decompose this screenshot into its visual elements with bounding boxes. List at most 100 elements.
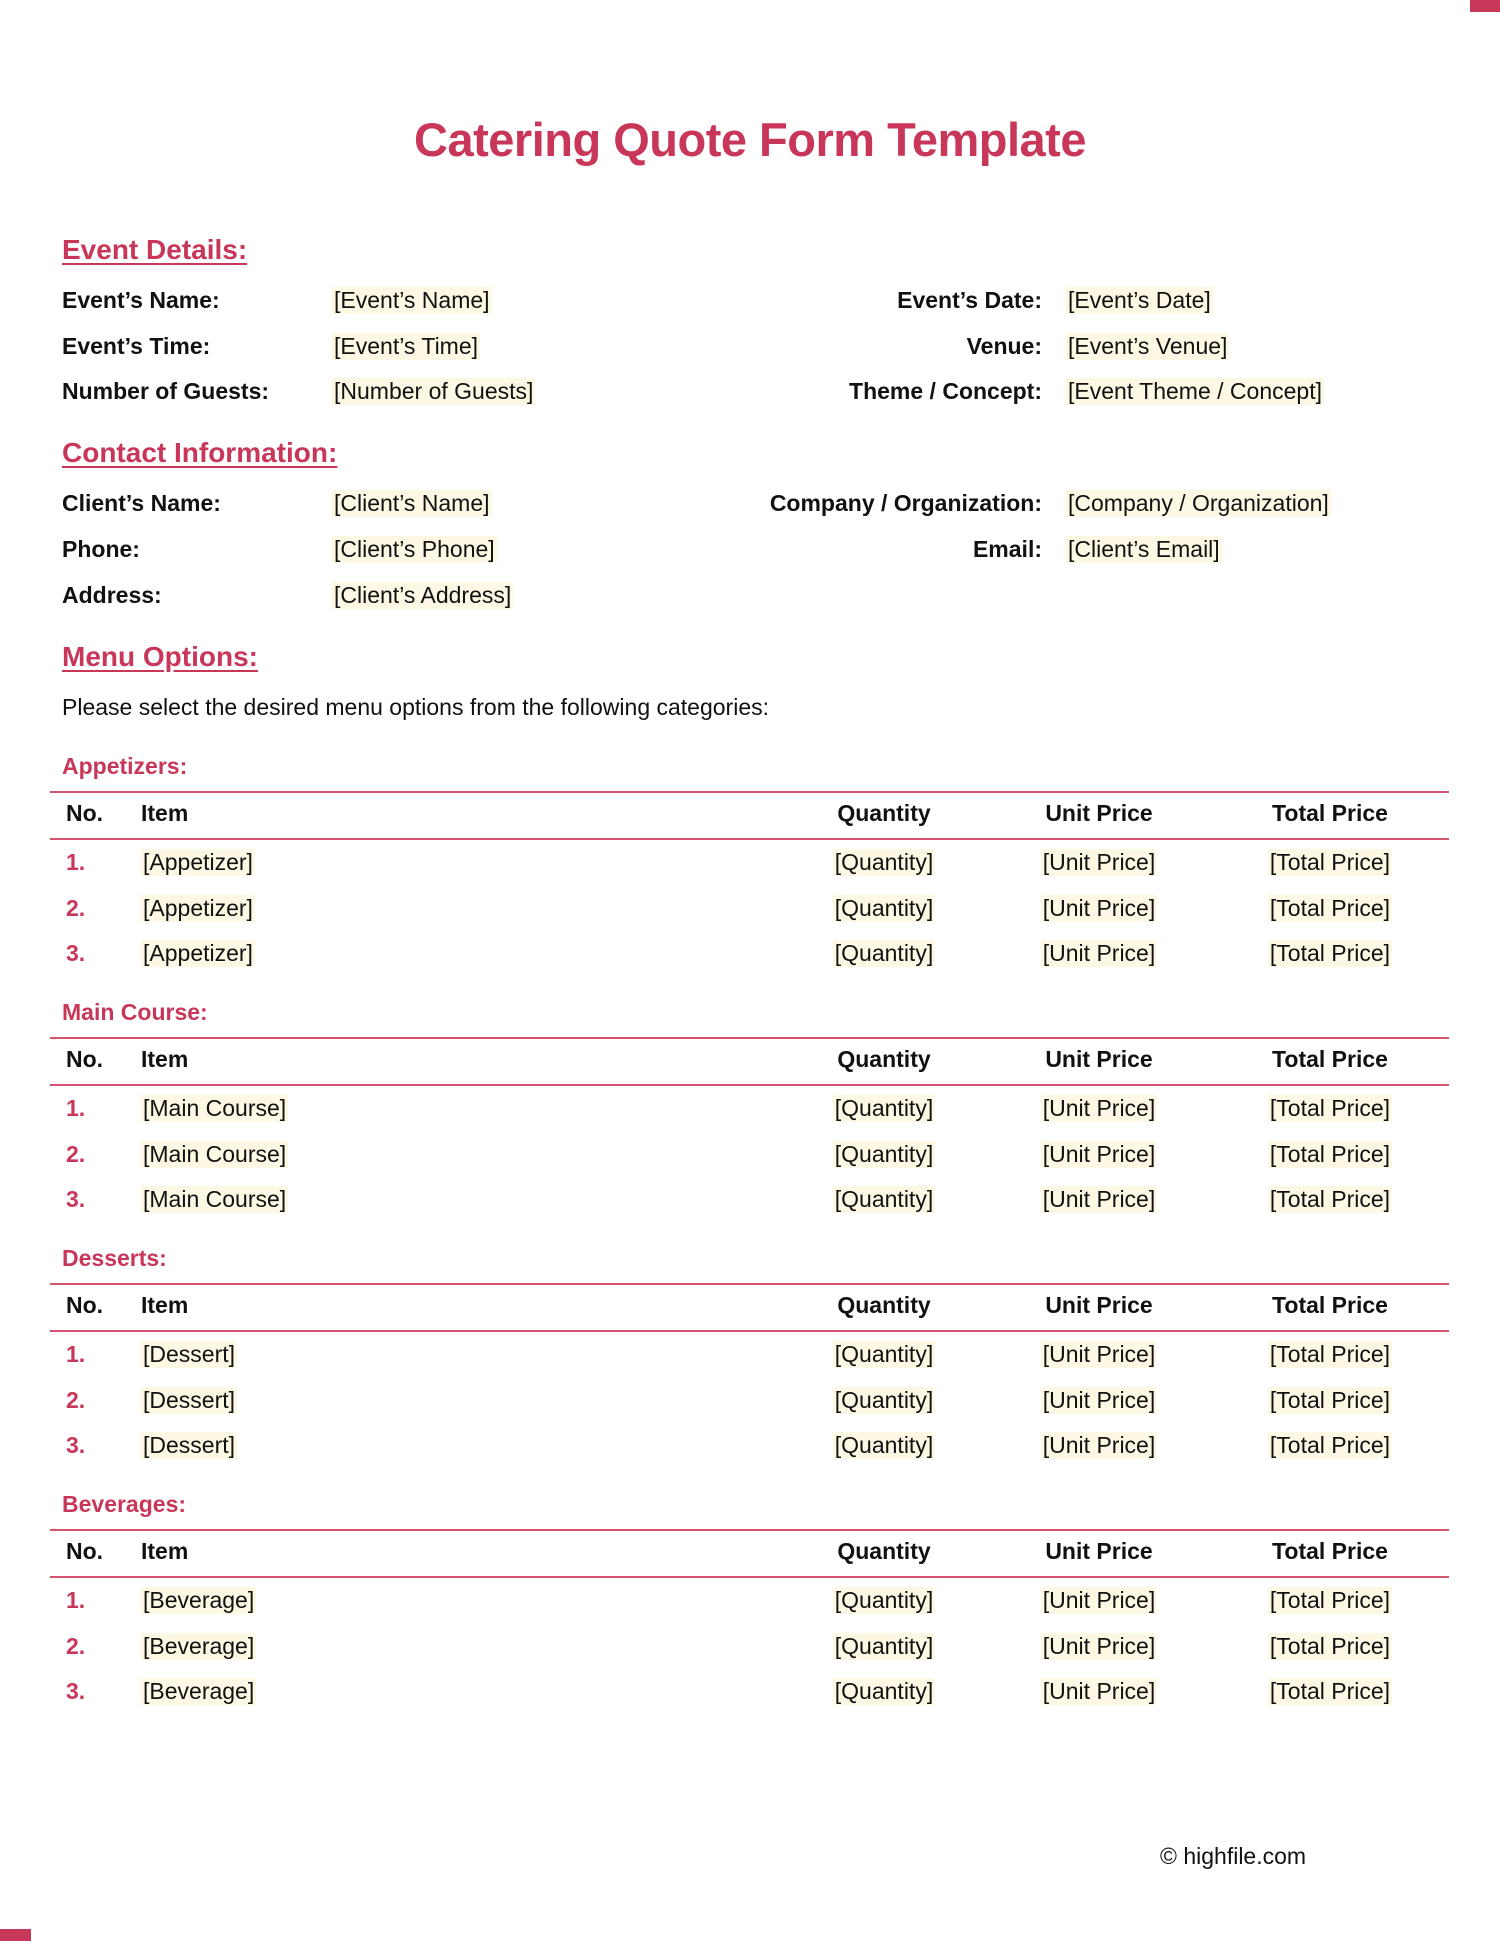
item-field[interactable]: [Beverage] [141, 1587, 257, 1614]
header-bottom-rule [50, 1330, 1449, 1332]
total-price-field[interactable]: [Total Price] [1267, 1140, 1393, 1168]
item-field[interactable]: [Main Course] [141, 1095, 289, 1122]
phone-field[interactable]: [Client’s Phone] [332, 536, 497, 563]
corner-mark-top-right [1470, 0, 1500, 12]
unit-price-field[interactable]: [Unit Price] [1040, 1386, 1158, 1414]
event-name-field[interactable]: [Event’s Name] [332, 287, 492, 314]
quantity-field[interactable]: [Quantity] [832, 1095, 936, 1122]
quantity-field[interactable]: [Quantity] [832, 1140, 936, 1168]
column-header-quantity: Quantity [837, 1046, 931, 1072]
quantity-field[interactable]: [Quantity] [832, 1678, 936, 1705]
quantity-field[interactable]: [Quantity] [832, 894, 936, 922]
item-field[interactable]: [Dessert] [141, 1341, 238, 1368]
header-top-rule [50, 1529, 1449, 1531]
event-time-field[interactable]: [Event’s Time] [332, 333, 481, 360]
column-header-item: Item [141, 800, 189, 826]
company-label: Company / Organization: [769, 490, 1042, 516]
theme-field[interactable]: [Event Theme / Concept] [1066, 378, 1324, 405]
unit-price-field[interactable]: [Unit Price] [1040, 1432, 1158, 1459]
total-price-field[interactable]: [Total Price] [1267, 1386, 1393, 1414]
guests-field[interactable]: [Number of Guests] [332, 378, 536, 405]
unit-price-field[interactable]: [Unit Price] [1040, 940, 1158, 967]
address-field[interactable]: [Client’s Address] [332, 582, 514, 609]
column-header-quantity: Quantity [837, 1538, 931, 1564]
column-header-unit-price: Unit Price [1045, 1046, 1153, 1072]
quantity-field[interactable]: [Quantity] [832, 940, 936, 967]
total-price-field[interactable]: [Total Price] [1267, 1678, 1393, 1705]
quantity-field[interactable]: [Quantity] [832, 1341, 936, 1368]
total-price-field[interactable]: [Total Price] [1267, 1432, 1393, 1459]
client-name-label: Client’s Name: [62, 490, 221, 516]
unit-price-field[interactable]: [Unit Price] [1040, 1678, 1158, 1705]
email-field[interactable]: [Client’s Email] [1066, 536, 1222, 563]
total-price-field[interactable]: [Total Price] [1267, 940, 1393, 967]
item-field[interactable]: [Main Course] [141, 1186, 289, 1213]
row-number: 1. [66, 1587, 86, 1613]
client-name-field[interactable]: [Client’s Name] [332, 490, 492, 517]
quantity-field[interactable]: [Quantity] [832, 1386, 936, 1414]
item-field[interactable]: [Dessert] [141, 1386, 238, 1414]
column-header-number: No. [66, 1292, 104, 1318]
total-price-field[interactable]: [Total Price] [1267, 1341, 1393, 1368]
header-top-rule [50, 1037, 1449, 1039]
unit-price-field[interactable]: [Unit Price] [1040, 1341, 1158, 1368]
row-number: 3. [66, 1678, 86, 1704]
unit-price-field[interactable]: [Unit Price] [1040, 1095, 1158, 1122]
unit-price-field[interactable]: [Unit Price] [1040, 1587, 1158, 1614]
event-name-label: Event’s Name: [62, 287, 220, 313]
category-heading: Appetizers: [62, 753, 188, 779]
item-field[interactable]: [Beverage] [141, 1632, 257, 1660]
row-number: 1. [66, 849, 86, 875]
quantity-field[interactable]: [Quantity] [832, 1432, 936, 1459]
column-header-unit-price: Unit Price [1045, 1538, 1153, 1564]
column-header-item: Item [141, 1538, 189, 1564]
item-field[interactable]: [Main Course] [141, 1140, 289, 1168]
item-field[interactable]: [Appetizer] [141, 894, 255, 922]
header-top-rule [50, 791, 1449, 793]
unit-price-field[interactable]: [Unit Price] [1040, 1632, 1158, 1660]
event-date-field[interactable]: [Event’s Date] [1066, 287, 1213, 314]
venue-field[interactable]: [Event’s Venue] [1066, 333, 1230, 360]
column-header-total-price: Total Price [1272, 1292, 1388, 1318]
column-header-unit-price: Unit Price [1045, 1292, 1153, 1318]
category-heading: Beverages: [62, 1491, 187, 1517]
total-price-field[interactable]: [Total Price] [1267, 1186, 1393, 1213]
unit-price-field[interactable]: [Unit Price] [1040, 894, 1158, 922]
event-time-label: Event’s Time: [62, 333, 211, 359]
quantity-field[interactable]: [Quantity] [832, 849, 936, 876]
total-price-field[interactable]: [Total Price] [1267, 1632, 1393, 1660]
theme-label: Theme / Concept: [849, 378, 1042, 404]
column-header-item: Item [141, 1292, 189, 1318]
total-price-field[interactable]: [Total Price] [1267, 894, 1393, 922]
row-number: 2. [66, 1386, 86, 1413]
quantity-field[interactable]: [Quantity] [832, 1632, 936, 1660]
total-price-field[interactable]: [Total Price] [1267, 1095, 1393, 1122]
page-title: Catering Quote Form Template [414, 113, 1086, 166]
quantity-field[interactable]: [Quantity] [832, 1186, 936, 1213]
company-field[interactable]: [Company / Organization] [1066, 490, 1331, 517]
event-details-heading: Event Details: [62, 234, 248, 265]
item-field[interactable]: [Appetizer] [141, 849, 255, 876]
item-field[interactable]: [Dessert] [141, 1432, 238, 1459]
header-bottom-rule [50, 838, 1449, 840]
column-header-number: No. [66, 800, 104, 826]
contact-information-heading: Contact Information: [62, 437, 338, 468]
quantity-field[interactable]: [Quantity] [832, 1587, 936, 1614]
category-heading: Desserts: [62, 1245, 167, 1271]
total-price-field[interactable]: [Total Price] [1267, 849, 1393, 876]
row-number: 2. [66, 1632, 86, 1659]
unit-price-field[interactable]: [Unit Price] [1040, 849, 1158, 876]
row-number: 2. [66, 894, 86, 921]
item-field[interactable]: [Appetizer] [141, 940, 255, 967]
header-bottom-rule [50, 1576, 1449, 1578]
unit-price-field[interactable]: [Unit Price] [1040, 1186, 1158, 1213]
column-header-total-price: Total Price [1272, 800, 1388, 826]
category-heading: Main Course: [62, 999, 208, 1025]
item-field[interactable]: [Beverage] [141, 1678, 257, 1705]
footer-copyright: © highfile.com [1160, 1843, 1307, 1869]
unit-price-field[interactable]: [Unit Price] [1040, 1140, 1158, 1168]
column-header-item: Item [141, 1046, 189, 1072]
header-bottom-rule [50, 1084, 1449, 1086]
total-price-field[interactable]: [Total Price] [1267, 1587, 1393, 1614]
row-number: 3. [66, 940, 86, 966]
